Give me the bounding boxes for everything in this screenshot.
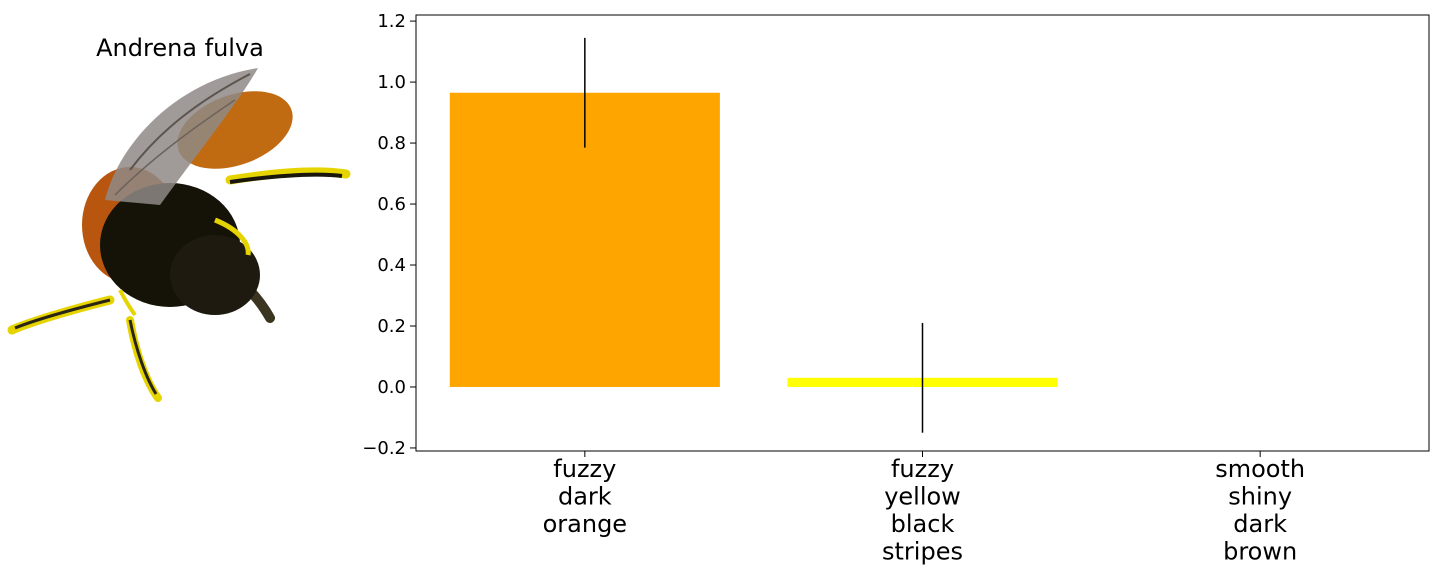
x-tick-label: dark [558,483,612,511]
bee-leg-left-dark [14,298,111,330]
x-tick-label: smooth [1215,455,1305,483]
y-tick-label: 0.0 [377,377,406,398]
bars [449,92,1058,387]
bee-illustration [7,68,351,402]
x-tick-label: fuzzy [553,455,616,483]
error-bars [584,37,924,433]
bee-leg-right-dark [229,172,343,184]
y-tick-label: 0.8 [377,133,406,154]
x-tick-label: shiny [1228,483,1292,511]
x-tick-label: black [891,510,955,538]
y-tick-label: 1.2 [377,11,406,32]
x-axis: fuzzydarkorangefuzzyyellowblackstripessm… [543,451,1305,566]
x-tick-label: dark [1233,510,1287,538]
bee-wing [105,68,258,205]
y-tick-label: 1.0 [377,72,406,93]
x-tick-label: stripes [882,538,963,566]
y-axis: −0.2 0.0 0.2 0.4 0.6 0.8 1.0 1.2 [362,11,416,459]
bee-leg-right [225,167,351,185]
y-tick-label: 0.6 [377,194,406,215]
x-tick-label: fuzzy [891,455,954,483]
y-tick-label: 0.4 [377,255,406,276]
y-tick-label: −0.2 [362,438,406,459]
y-tick-label: 0.2 [377,316,406,337]
x-tick-label: orange [543,510,627,538]
plot-frame [415,14,1430,452]
bee-leg-bottom-dark [128,319,158,395]
specimen-title: Andrena fulva [96,34,264,62]
x-tick-label: brown [1223,538,1297,566]
x-tick-label: yellow [884,483,961,511]
